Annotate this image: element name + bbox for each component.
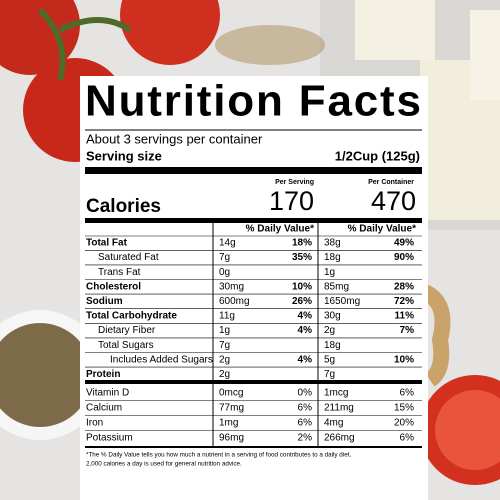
serving-amount: 14g <box>219 238 236 249</box>
container-dv: 7% <box>400 325 415 336</box>
nutrient-name: Total Fat <box>86 238 128 249</box>
serving-dv: 6% <box>298 403 313 414</box>
container-dv: 6% <box>400 433 415 444</box>
container-dv: 90% <box>394 252 414 263</box>
container-dv: 15% <box>394 403 414 414</box>
ginger <box>416 282 451 387</box>
serving-dv: 10% <box>292 281 312 292</box>
serving-amount: 96mg <box>219 433 244 444</box>
serving-amount: 600mg <box>219 296 250 307</box>
container-dv: 49% <box>394 238 414 249</box>
serving-dv: 18% <box>292 238 312 249</box>
nutrient-name: Dietary Fiber <box>98 325 156 336</box>
nutrient-name: Sodium <box>86 296 123 307</box>
container-dv: 28% <box>394 281 414 292</box>
container-dv: 20% <box>394 418 414 429</box>
nutrient-name: Total Sugars <box>98 340 154 351</box>
serving-size-value: 1/2Cup (125g) <box>335 148 420 163</box>
container-amount: 1g <box>324 267 335 278</box>
nutrient-name: Calcium <box>86 403 122 414</box>
serving-dv: 4% <box>298 311 313 322</box>
serving-amount: 2g <box>219 369 230 380</box>
seeds <box>215 25 325 65</box>
footnote: 2,000 calories a day is used for general… <box>86 461 242 468</box>
serving-amount: 7g <box>219 340 230 351</box>
servings: About 3 servings per container <box>86 131 263 146</box>
serving-amount: 0g <box>219 267 230 278</box>
container-amount: 2g <box>324 325 335 336</box>
cumin <box>0 323 92 427</box>
serving-amount: 1mg <box>219 418 238 429</box>
thick-rule <box>85 380 422 384</box>
calories-container: 470 <box>371 186 416 216</box>
label-panel <box>80 76 428 500</box>
serving-dv: 4% <box>298 325 313 336</box>
serving-dv: 6% <box>298 418 313 429</box>
thick-rule <box>85 218 422 223</box>
column-header: Per Serving <box>275 179 314 186</box>
serving-amount: 7g <box>219 252 230 263</box>
tomato-inside <box>435 390 500 470</box>
container-dv: 11% <box>395 311 415 322</box>
nutrient-name: Total Carbohydrate <box>86 311 177 322</box>
dv-header: % Daily Value* <box>348 224 416 235</box>
container-amount: 211mg <box>324 403 354 414</box>
footnote: *The % Daily Value tells you how much a … <box>86 452 351 459</box>
serving-dv: 0% <box>298 388 313 399</box>
serving-amount: 11g <box>219 311 235 322</box>
nutrient-name: Protein <box>86 369 120 380</box>
nutrient-name: Potassium <box>86 433 133 444</box>
container-amount: 1mcg <box>324 388 348 399</box>
nutrient-name: Vitamin D <box>86 388 129 399</box>
nutrient-name: Cholesterol <box>86 281 141 292</box>
serving-dv: 2% <box>298 433 313 444</box>
nutrient-name: Trans Fat <box>98 267 141 278</box>
container-amount: 18g <box>324 252 341 263</box>
serving-dv: 35% <box>292 252 312 263</box>
serving-amount: 1g <box>219 325 230 336</box>
container-dv: 72% <box>394 296 414 307</box>
container-dv: 10% <box>394 354 414 365</box>
serving-dv: 4% <box>298 354 313 365</box>
serving-amount: 30mg <box>219 281 244 292</box>
nutrient-name: Saturated Fat <box>98 252 159 263</box>
container-amount: 18g <box>324 340 341 351</box>
container-amount: 85mg <box>324 281 349 292</box>
cheese <box>470 10 500 100</box>
container-amount: 30g <box>324 311 341 322</box>
container-amount: 7g <box>324 369 335 380</box>
nutrient-name: Iron <box>86 418 103 429</box>
nutrient-name: Includes Added Sugars <box>110 354 213 365</box>
container-amount: 38g <box>324 238 341 249</box>
calories-serving: 170 <box>269 186 314 216</box>
serving-amount: 77mg <box>219 403 244 414</box>
serving-size-label: Serving size <box>86 148 162 163</box>
container-amount: 1650mg <box>324 296 360 307</box>
thick-rule <box>85 167 422 174</box>
dv-header: % Daily Value* <box>246 224 314 235</box>
container-amount: 4mg <box>324 418 343 429</box>
container-amount: 266mg <box>324 433 355 444</box>
stem <box>37 7 132 81</box>
tomato <box>120 0 220 65</box>
serving-amount: 0mcg <box>219 388 243 399</box>
title: Nutrition Facts <box>85 77 421 126</box>
nutrition-label: Nutrition Facts About 3 servings per con… <box>85 77 422 468</box>
column-header: Per Container <box>368 179 414 186</box>
cheese <box>355 0 435 60</box>
container-dv: 6% <box>400 388 415 399</box>
container-amount: 5g <box>324 354 335 365</box>
serving-dv: 26% <box>292 296 312 307</box>
serving-amount: 2g <box>219 354 230 365</box>
calories-label: Calories <box>86 196 161 217</box>
